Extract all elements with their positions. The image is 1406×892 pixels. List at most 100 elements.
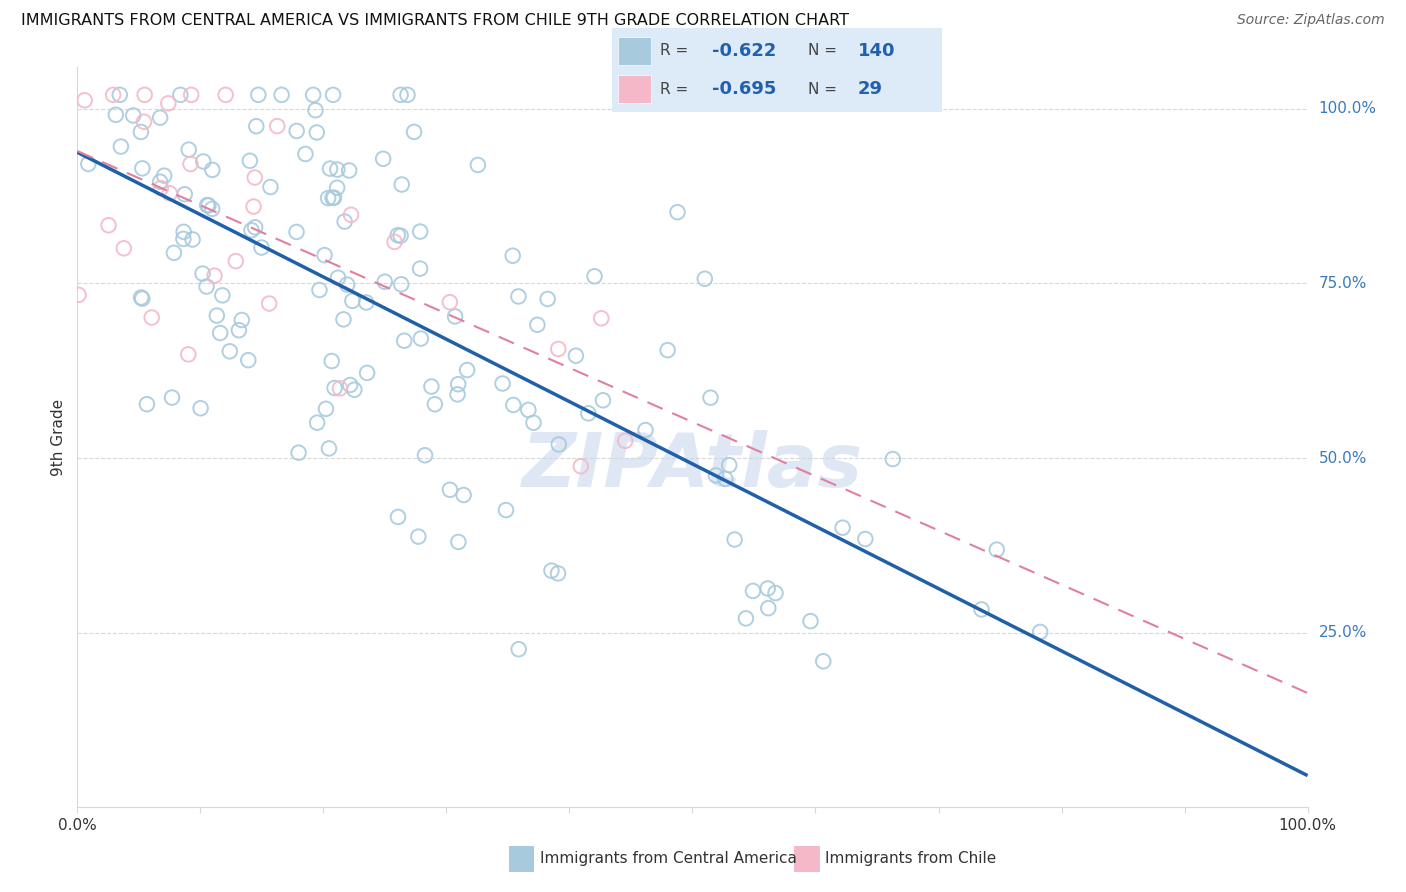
Text: 29: 29 [858,80,883,98]
Point [218,344,240,359]
Point [404,125,426,139]
Bar [619,37,651,64]
Point [193,154,215,169]
Point [517,403,540,417]
Point [423,397,446,411]
Point [389,228,412,243]
Point [389,87,412,102]
Point [634,423,657,437]
Point [259,180,281,194]
Point [197,198,219,212]
Point [813,654,835,668]
Point [396,87,419,102]
Point [247,87,270,102]
Point [172,232,194,246]
Point [882,452,904,467]
Point [329,381,352,395]
Text: Immigrants from Chile: Immigrants from Chile [825,852,997,866]
Text: 100.0%: 100.0% [1319,102,1376,116]
Text: -0.622: -0.622 [713,42,776,60]
Point [666,205,689,219]
Y-axis label: 9th Grade: 9th Grade [51,399,66,475]
Text: Immigrants from Central America: Immigrants from Central America [540,852,797,866]
Point [195,279,218,293]
Point [225,254,247,268]
Point [149,181,172,195]
Point [718,458,741,472]
Point [266,119,288,133]
Point [211,288,233,302]
Point [389,277,412,292]
Point [131,161,153,176]
Point [173,187,195,202]
Text: IMMIGRANTS FROM CENTRAL AMERICA VS IMMIGRANTS FROM CHILE 9TH GRADE CORRELATION C: IMMIGRANTS FROM CENTRAL AMERICA VS IMMIG… [21,13,849,29]
Point [302,87,325,102]
Point [307,416,329,430]
Point [540,564,562,578]
Point [308,283,330,297]
Point [392,334,415,348]
Point [214,87,236,102]
Text: R =: R = [659,43,688,58]
Point [387,228,409,243]
Point [104,108,127,122]
Point [149,175,172,189]
Point [305,125,328,139]
Point [323,381,346,395]
Point [340,208,363,222]
Point [508,289,530,303]
Point [209,326,232,340]
Point [343,383,366,397]
Point [756,601,779,615]
Point [583,269,606,284]
Point [576,406,599,420]
Point [704,468,727,483]
Point [157,96,180,111]
Point [336,277,359,292]
Point [495,503,517,517]
Point [693,271,716,285]
Point [180,87,202,102]
Bar [619,76,651,103]
Point [245,119,267,133]
Point [326,180,349,194]
Point [337,163,360,178]
Point [112,241,135,255]
Point [201,202,224,216]
Text: N =: N = [808,82,837,96]
Point [408,530,430,544]
Point [190,401,212,416]
Point [714,472,737,486]
Point [73,93,96,107]
Point [339,378,361,392]
Point [456,363,478,377]
Point [614,434,637,448]
Point [409,332,432,346]
Point [657,343,679,358]
Point [536,292,558,306]
Point [173,225,195,239]
Point [384,235,406,249]
Point [231,313,253,327]
Text: 75.0%: 75.0% [1319,276,1367,291]
Point [735,611,758,625]
Point [373,152,395,166]
Point [316,191,339,205]
Point [831,521,853,535]
Point [765,586,787,600]
Point [742,583,765,598]
Point [439,483,461,497]
Point [413,448,436,462]
Point [374,275,396,289]
Point [191,267,214,281]
Point [319,161,342,176]
Point [110,139,132,153]
Point [502,398,524,412]
Point [446,387,468,401]
Point [508,642,530,657]
Text: 25.0%: 25.0% [1319,625,1367,640]
Point [326,162,349,177]
Point [409,225,432,239]
Point [242,200,264,214]
Point [243,220,266,235]
